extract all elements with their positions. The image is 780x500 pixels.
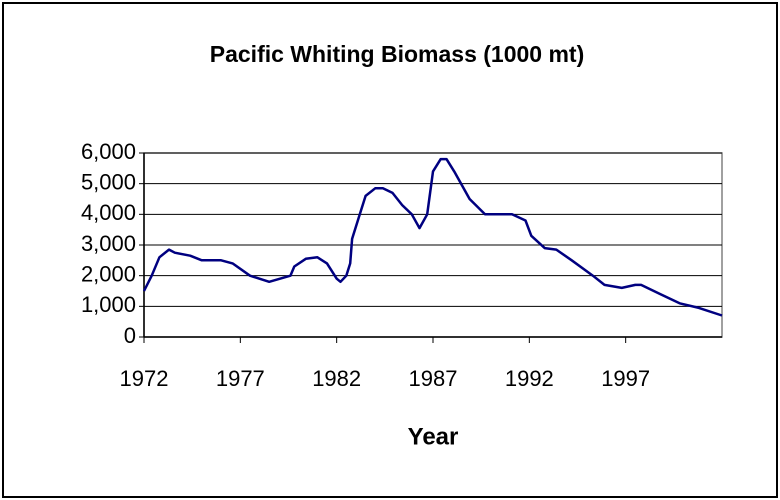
y-tick-label: 5,000	[81, 169, 136, 194]
y-tick-label: 4,000	[81, 200, 136, 225]
chart-title: Pacific Whiting Biomass (1000 mt)	[210, 41, 584, 67]
y-tick-label: 3,000	[81, 231, 136, 256]
x-tick-label: 1977	[216, 366, 265, 391]
x-tick-label: 1992	[505, 366, 554, 391]
y-tick-label: 0	[124, 323, 136, 348]
x-axis-label: Year	[408, 423, 459, 450]
data-line	[142, 157, 723, 317]
y-tick-label: 6,000	[81, 139, 136, 164]
x-tick-label: 1987	[409, 366, 458, 391]
x-tick-label: 1982	[312, 366, 361, 391]
y-tick-label: 2,000	[81, 261, 136, 286]
x-tick-label: 1972	[120, 366, 169, 391]
y-tick-label: 1,000	[81, 292, 136, 317]
x-tick-label: 1997	[601, 366, 650, 391]
